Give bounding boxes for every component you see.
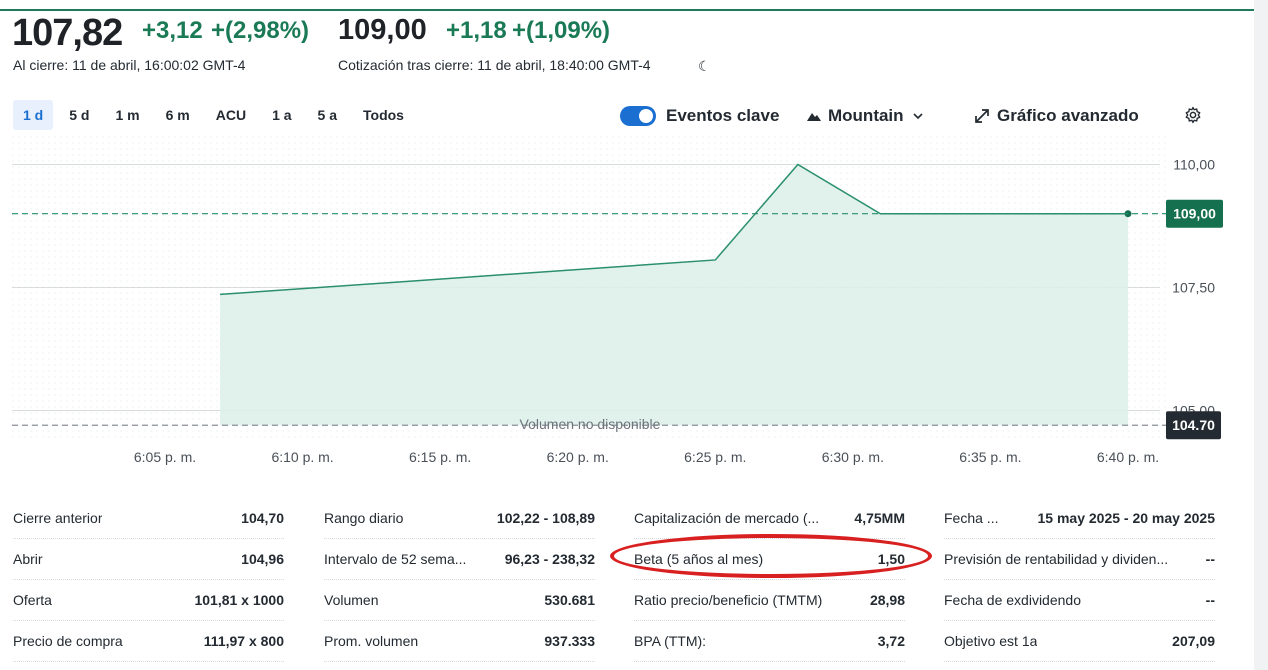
stat-label: Intervalo de 52 sema... <box>324 551 467 567</box>
range-tab[interactable]: 6 m <box>165 107 190 123</box>
stat-row: Fecha ... 15 may 2025 - 20 may 2025 <box>944 498 1215 539</box>
stat-label: Capitalización de mercado (... <box>634 510 820 526</box>
stat-value: 104,96 <box>241 551 284 567</box>
stat-value: 28,98 <box>869 592 905 608</box>
stat-label: Volumen <box>324 592 379 608</box>
stat-value: 102,22 - 108,89 <box>496 510 595 526</box>
stat-label: Objetivo est 1a <box>944 633 1038 649</box>
close-timestamp: Al cierre: 11 de abril, 16:00:02 GMT-4 <box>13 57 246 73</box>
x-tick-label: 6:40 p. m. <box>1097 449 1159 465</box>
stat-label: Fecha de exdividendo <box>944 592 1081 608</box>
stat-value: 937.333 <box>544 633 595 649</box>
stat-label: Abrir <box>13 551 43 567</box>
stat-value: 111,97 x 800 <box>203 633 284 649</box>
volume-note: Volumen no disponible <box>520 416 661 432</box>
advanced-chart-button[interactable]: Gráfico avanzado <box>974 106 1139 126</box>
stat-row: Volumen 530.681 <box>324 580 595 621</box>
price-area <box>220 164 1128 426</box>
y-tick-label: 107,50 <box>1172 280 1215 296</box>
x-tick-label: 6:15 p. m. <box>409 449 471 465</box>
expand-icon <box>975 109 989 123</box>
stat-value: 101,81 x 1000 <box>194 592 284 608</box>
stat-value: 15 may 2025 - 20 may 2025 <box>1037 510 1215 526</box>
x-tick-label: 6:35 p. m. <box>959 449 1021 465</box>
range-tab[interactable]: Todos <box>363 107 404 123</box>
regular-price: 107,82 <box>12 12 123 54</box>
prev-close-badge-label: 104.70 <box>1172 417 1215 433</box>
stats-column: Capitalización de mercado (... 4,75MM Beta… <box>634 498 905 662</box>
y-tick-label: 110,00 <box>1173 157 1215 173</box>
x-tick-label: 6:25 p. m. <box>684 449 746 465</box>
stat-row: Rango diario 102,22 - 108,89 <box>324 498 595 539</box>
toggle-knob <box>639 109 653 123</box>
stat-row: Cierre anterior 104,70 <box>13 498 284 539</box>
regular-change-pct: +(2,98%) <box>211 17 310 44</box>
events-toggle[interactable] <box>620 106 656 126</box>
stat-value: 207,09 <box>1172 633 1215 649</box>
stat-label: Ratio precio/beneficio (TMTM) <box>634 592 823 608</box>
advanced-chart-label: Gráfico avanzado <box>997 106 1139 125</box>
current-price-badge <box>1166 199 1223 228</box>
range-tab[interactable]: 5 d <box>69 107 90 123</box>
regular-change: +3,12 <box>142 17 203 44</box>
stat-value: 3,72 <box>877 633 905 649</box>
range-tab[interactable]: 5 a <box>317 107 337 123</box>
stat-value: 96,23 - 238,32 <box>504 551 595 567</box>
stat-row: Fecha de exdividendo -- <box>944 580 1215 621</box>
x-tick-label: 6:05 p. m. <box>134 449 196 465</box>
top-accent-line <box>0 9 1258 11</box>
stat-label: Prom. volumen <box>324 633 419 649</box>
stat-row: Objetivo est 1a 207,09 <box>944 621 1215 662</box>
current-price-badge-label: 109,00 <box>1173 206 1216 222</box>
after-hours-price: 109,00 <box>338 14 427 46</box>
stat-label: Precio de compra <box>13 633 123 649</box>
stat-label: Previsión de rentabilidad y dividen... <box>944 551 1169 567</box>
stat-value: -- <box>1205 592 1215 608</box>
stat-label: Rango diario <box>324 510 404 526</box>
chevron-down-icon <box>912 113 923 120</box>
stats-column: Fecha ... 15 may 2025 - 20 may 2025 Previs… <box>944 498 1215 662</box>
range-tab[interactable]: 1 d <box>13 100 54 130</box>
stat-value: 4,75MM <box>854 510 905 526</box>
scrollbar-track[interactable] <box>1254 0 1268 670</box>
stat-value: 104,70 <box>241 510 284 526</box>
stat-row: Capitalización de mercado (... 4,75MM <box>634 498 905 539</box>
stat-row: Previsión de rentabilidad y dividen... -- <box>944 539 1215 580</box>
stat-row: Precio de compra 111,97 x 800 <box>13 621 284 662</box>
stat-label: Oferta <box>13 592 52 608</box>
stat-label: Cierre anterior <box>13 510 103 526</box>
stat-value: 530.681 <box>544 592 595 608</box>
stat-row: Intervalo de 52 sema... 96,23 - 238,32 <box>324 539 595 580</box>
gear-icon[interactable] <box>1184 106 1202 124</box>
x-tick-label: 6:30 p. m. <box>822 449 884 465</box>
stat-row: Abrir 104,96 <box>13 539 284 580</box>
mountain-icon <box>807 113 821 121</box>
stat-label: BPA (TTM): <box>634 633 707 649</box>
after-hours-timestamp: Cotización tras cierre: 11 de abril, 18:… <box>338 57 651 73</box>
highlight-ellipse <box>610 534 932 578</box>
stat-value: -- <box>1205 551 1215 567</box>
range-tab[interactable]: ACU <box>215 107 247 123</box>
range-tabs: 1 d 5 d 1 m 6 m ACU 1 a 5 a Todos <box>13 100 420 130</box>
events-label: Eventos clave <box>666 106 780 125</box>
stat-label: Fecha ... <box>944 510 999 526</box>
stat-row: Ratio precio/beneficio (TMTM) 28,98 <box>634 580 905 621</box>
x-tick-label: 6:20 p. m. <box>547 449 609 465</box>
x-tick-label: 6:10 p. m. <box>271 449 333 465</box>
moon-icon: ☾ <box>698 58 711 74</box>
stat-row: BPA (TTM): 3,72 <box>634 621 905 662</box>
after-hours-change: +1,18 <box>446 17 507 44</box>
after-hours-change-pct: +(1,09%) <box>512 17 611 44</box>
stats-column: Rango diario 102,22 - 108,89 Intervalo de … <box>324 498 595 662</box>
chart-type-label: Mountain <box>828 106 904 125</box>
stat-row: Oferta 101,81 x 1000 <box>13 580 284 621</box>
stats-column: Cierre anterior 104,70 Abrir 104,96 Oferta 10… <box>13 498 284 662</box>
range-tab[interactable]: 1 m <box>115 107 140 123</box>
range-tab[interactable]: 1 a <box>272 107 292 123</box>
stat-row: Prom. volumen 937.333 <box>324 621 595 662</box>
chart-type-dropdown[interactable]: Mountain <box>806 106 924 126</box>
prev-close-badge <box>1166 411 1221 440</box>
